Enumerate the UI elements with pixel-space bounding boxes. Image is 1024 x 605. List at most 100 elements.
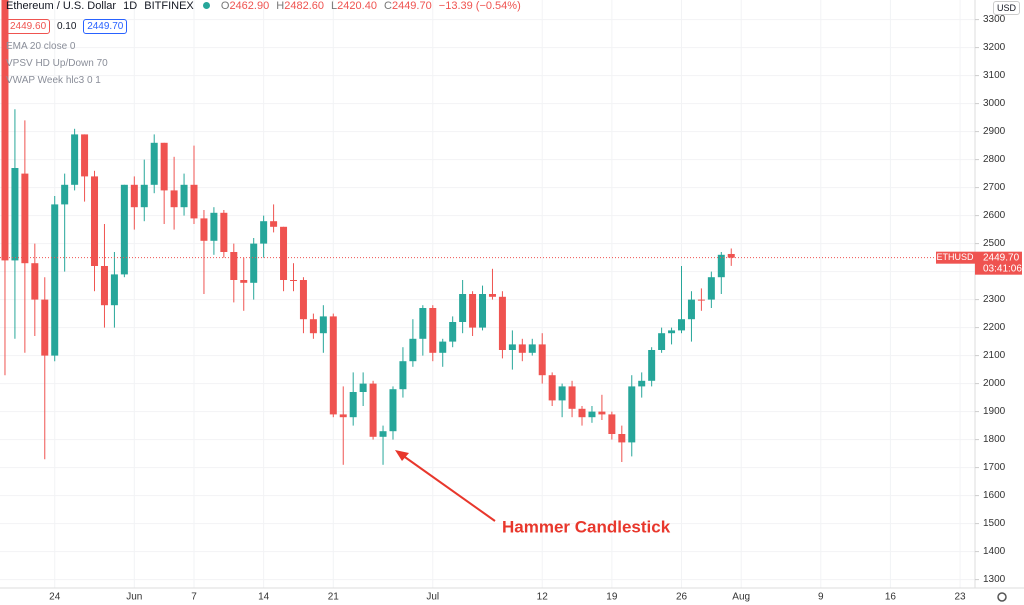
candle-body xyxy=(329,316,337,415)
symbol-label: ETHUSD xyxy=(936,252,974,262)
candle-body xyxy=(100,266,108,306)
indicator[interactable]: VWAP Week hlc3 0 1 xyxy=(6,75,101,86)
candle-body xyxy=(618,434,626,443)
candle-body xyxy=(31,263,39,300)
indicator[interactable]: EMA 20 close 0 xyxy=(6,41,76,52)
candle-body xyxy=(638,380,646,387)
x-tick-label: Jun xyxy=(126,592,142,603)
y-tick-label: 2600 xyxy=(983,210,1006,221)
candle-body xyxy=(280,226,288,280)
candle-body xyxy=(528,344,536,353)
y-tick-label: 1800 xyxy=(983,434,1006,445)
candle-body xyxy=(309,319,317,334)
candle-body xyxy=(220,212,228,252)
status-dot xyxy=(202,2,210,9)
candle-body xyxy=(359,383,367,392)
candles xyxy=(1,0,735,465)
candle-body xyxy=(339,414,347,418)
candle-body xyxy=(41,299,49,356)
x-tick-label: 26 xyxy=(676,592,688,603)
x-tick-label: 9 xyxy=(818,592,824,603)
candle-body xyxy=(180,184,188,208)
candle-body xyxy=(717,254,725,278)
y-tick-label: 2900 xyxy=(983,126,1006,137)
ohlc-value: 2420.40 xyxy=(337,0,377,12)
candle-body xyxy=(81,134,89,177)
candle-body xyxy=(270,221,278,227)
x-tick-label: Aug xyxy=(732,592,750,603)
y-tick-label: 2800 xyxy=(983,154,1006,165)
candle-body xyxy=(658,333,666,350)
candle-body xyxy=(21,173,29,264)
candle-body xyxy=(110,274,118,306)
candle-body xyxy=(349,392,357,418)
candle-body xyxy=(190,184,198,219)
symbol-tag xyxy=(936,251,975,264)
candle-body xyxy=(369,383,377,437)
candle-body xyxy=(727,253,735,258)
candle-body xyxy=(299,280,307,320)
candle-body xyxy=(91,176,99,266)
candle-body xyxy=(548,375,556,401)
candle-body xyxy=(389,389,397,432)
candle-body xyxy=(707,277,715,300)
x-tick-label: 21 xyxy=(328,592,340,603)
ohlc-value: 2462.90 xyxy=(229,0,270,12)
candle-body xyxy=(469,294,477,328)
candle-body xyxy=(289,280,297,281)
candle-body xyxy=(230,252,238,280)
candle-body xyxy=(588,411,596,418)
y-tick-label: 3300 xyxy=(983,14,1006,25)
candle-body xyxy=(379,431,387,437)
ask-button[interactable]: 2449.70 xyxy=(83,19,128,34)
annotation: Hammer Candlestick xyxy=(502,517,671,536)
candle-body xyxy=(449,322,457,342)
candle-body xyxy=(608,414,616,434)
candle-body xyxy=(170,190,178,208)
candle-body xyxy=(130,184,138,208)
annotation-arrow xyxy=(395,450,496,522)
indicator[interactable]: VPSV HD Up/Down 70 xyxy=(6,58,108,69)
candle-body xyxy=(260,221,268,244)
candle-body xyxy=(538,344,546,376)
candle-body xyxy=(240,280,248,283)
candle-body xyxy=(508,344,516,350)
y-tick-label: 2000 xyxy=(983,378,1006,389)
x-tick-label: 12 xyxy=(537,592,549,603)
y-tick-label: 2300 xyxy=(983,294,1006,305)
spread: 0.10 xyxy=(56,21,77,32)
bid-button[interactable]: 2449.60 xyxy=(6,19,51,34)
ohlc-value: 2449.70 xyxy=(391,0,432,12)
x-tick-label: 7 xyxy=(191,592,197,603)
candle-body xyxy=(140,184,148,208)
candle-body xyxy=(61,184,69,205)
candle-body xyxy=(160,142,168,191)
candle-body xyxy=(498,296,506,350)
price-label: 2449.70 xyxy=(983,252,1020,263)
settings-icon[interactable] xyxy=(997,592,1007,602)
candle-body xyxy=(459,294,467,322)
y-tick-label: 3100 xyxy=(983,70,1006,81)
y-tick-label: 1900 xyxy=(983,406,1006,417)
y-tick-label: 1600 xyxy=(983,490,1006,501)
candle-body xyxy=(678,319,686,331)
interval: 1D xyxy=(123,0,138,12)
candle-body xyxy=(687,299,695,320)
candle-body xyxy=(210,212,218,241)
candle-body xyxy=(479,294,487,328)
candle-body xyxy=(558,386,566,401)
candle-body xyxy=(399,361,407,390)
candle-body xyxy=(568,386,576,409)
y-tick-label: 1500 xyxy=(983,518,1006,529)
candle-body xyxy=(1,0,9,261)
currency-button[interactable]: USD xyxy=(992,1,1020,15)
candle-body xyxy=(11,168,19,261)
header: Ethereum / U.S. Dollar 1D BITFINEX O2462… xyxy=(6,0,525,12)
candle-body xyxy=(648,350,656,381)
x-tick-label: 24 xyxy=(49,592,61,603)
candle-body xyxy=(250,243,258,283)
candle-body xyxy=(51,204,59,356)
y-tick-label: 2100 xyxy=(983,350,1006,361)
